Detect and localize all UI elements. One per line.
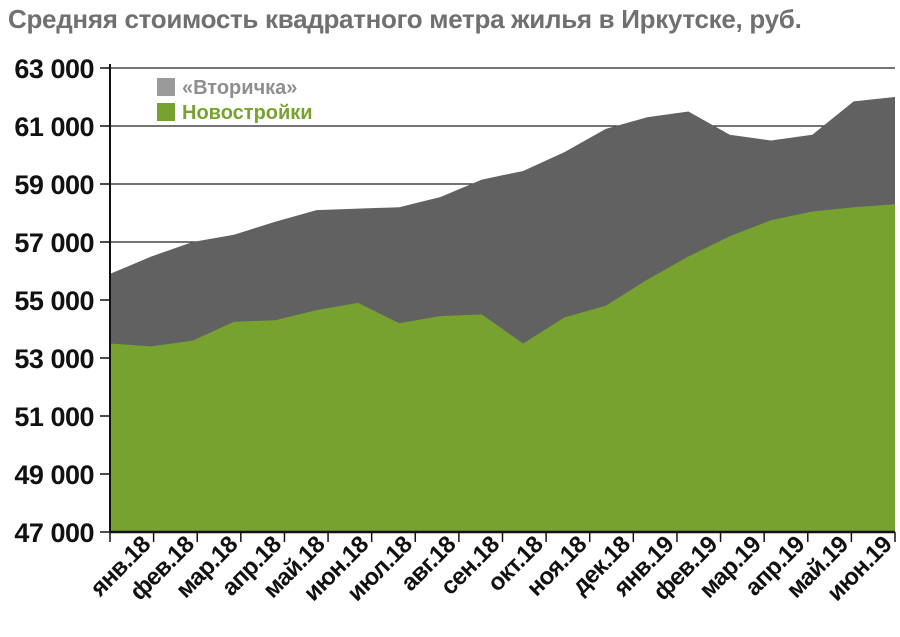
y-tick-label: 55 000	[14, 286, 94, 316]
y-tick-label: 57 000	[14, 228, 94, 258]
y-tick-label: 63 000	[14, 54, 94, 84]
y-tick-label: 49 000	[14, 460, 94, 490]
series-area-novostroyki	[110, 204, 895, 533]
legend-swatch	[157, 103, 175, 121]
plot-areas	[110, 97, 895, 533]
legend-label: Новостройки	[182, 102, 313, 124]
chart-title: Средняя стоимость квадратного метра жиль…	[8, 4, 802, 34]
y-tick-label: 47 000	[14, 518, 94, 548]
legend: «Вторичка» Новостройки	[157, 77, 313, 124]
legend-swatch	[157, 78, 175, 96]
y-tick-label: 53 000	[14, 344, 94, 374]
legend-label: «Вторичка»	[182, 77, 297, 99]
y-tick-label: 61 000	[14, 112, 94, 142]
y-axis-ticks: 47 000 49 000 51 000 53 000 55 000 57 000 59 0…	[14, 54, 110, 548]
x-axis-ticks: янв.18фев.18мар.18апр.18май.18июн.18июл.…	[84, 531, 897, 607]
y-tick-label: 51 000	[14, 402, 94, 432]
y-tick-label: 59 000	[14, 170, 94, 200]
